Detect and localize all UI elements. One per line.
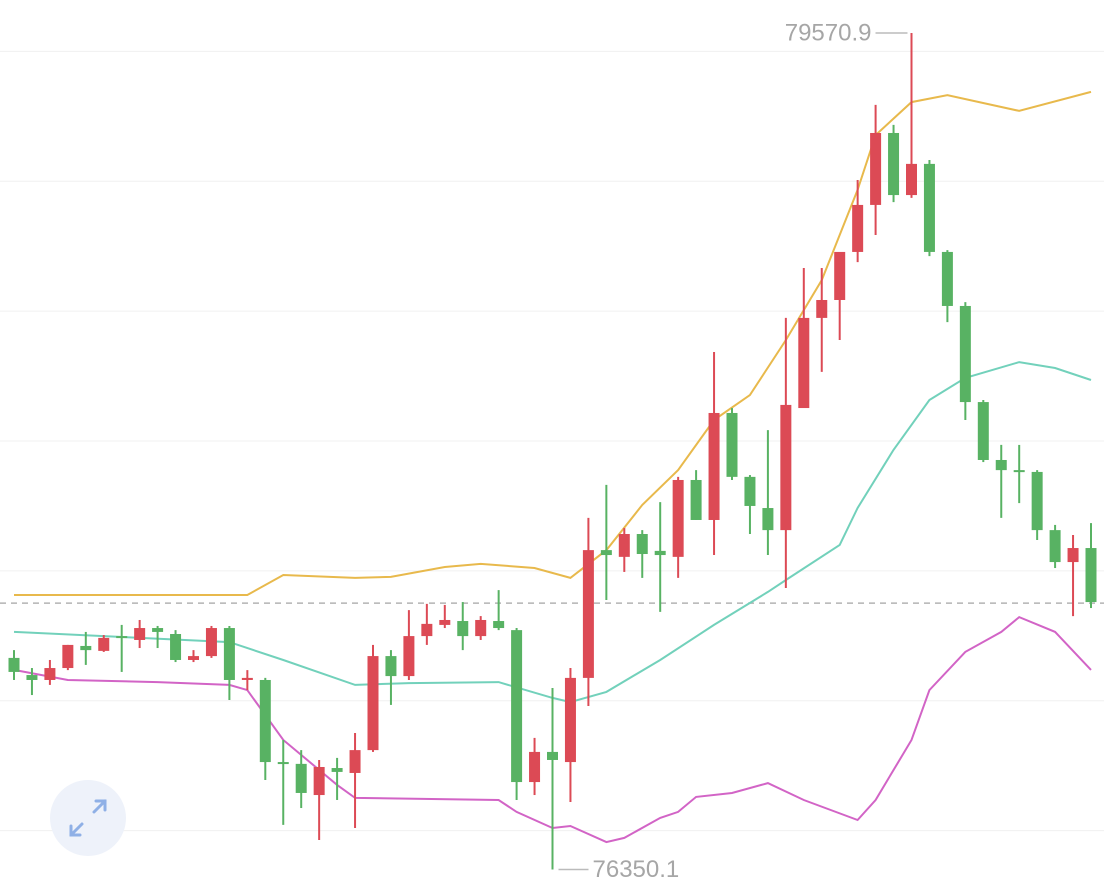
candle-body [888,132,900,196]
candle-body [762,508,774,531]
candle-body [457,621,469,637]
candle-body [313,766,325,796]
candle-body [852,204,864,252]
candle-body [582,550,594,678]
expand-button[interactable] [50,780,126,856]
candle-body [493,621,505,629]
candle-body [475,619,487,637]
candle-body [421,623,433,637]
candle-body [600,550,612,556]
candle-body [277,762,289,765]
candle-body [511,630,523,783]
candles [8,33,1097,870]
candle-body [385,656,397,677]
max-label: 79570.9 [785,19,872,46]
candle-body [26,675,38,680]
candle-body [62,644,74,669]
candle-body [941,251,953,306]
candle-body [188,656,199,660]
candle-body [134,628,146,640]
candle-body [170,634,182,660]
candle-body [834,251,846,300]
expand-icon [69,799,107,837]
candle-body [726,412,738,477]
candle-body [780,404,792,531]
candle-body [241,677,253,680]
candle-body [80,645,92,651]
candle-body [223,628,235,680]
min-label: 76350.1 [593,856,680,883]
candle-body [816,299,828,318]
candle-body [116,636,128,639]
candle-body [403,636,415,677]
candle-body [1049,530,1061,563]
candle-body [331,768,343,772]
candle-body [295,763,307,793]
candle-body [690,479,702,520]
candle-body [1031,471,1043,531]
candle-body [349,750,361,773]
candle-body [798,317,810,409]
candle-body [977,402,989,460]
candle-body [906,163,917,196]
candle-body [259,679,271,763]
grid [0,50,1104,832]
candle-body [547,751,558,760]
candle-body [995,459,1007,471]
candle-body [152,628,164,632]
candle-body [1013,470,1025,473]
candle-body [672,479,684,557]
candle-body [744,476,756,506]
candle-body [44,668,56,680]
candle-body [618,534,630,557]
candle-body [529,751,541,783]
candle-body [205,628,217,657]
candle-body [870,132,882,205]
candle-body [708,412,720,520]
band-line [14,90,1092,596]
candle-body [1067,548,1079,563]
candle-body [923,163,935,252]
candle-body [98,637,110,651]
expand-button-bg[interactable] [50,780,126,856]
candle-body [959,305,971,403]
candle-body [439,619,451,625]
overlays [13,90,1092,844]
candle-body [564,677,576,763]
band-line [13,361,1092,704]
labels: 79570.9 76350.1 [558,19,908,883]
band-line [13,615,1092,844]
candle-body [8,657,20,672]
candle-body [654,550,666,556]
candle-body [367,656,379,751]
candle-body [1085,548,1097,603]
candle-body [636,534,648,555]
